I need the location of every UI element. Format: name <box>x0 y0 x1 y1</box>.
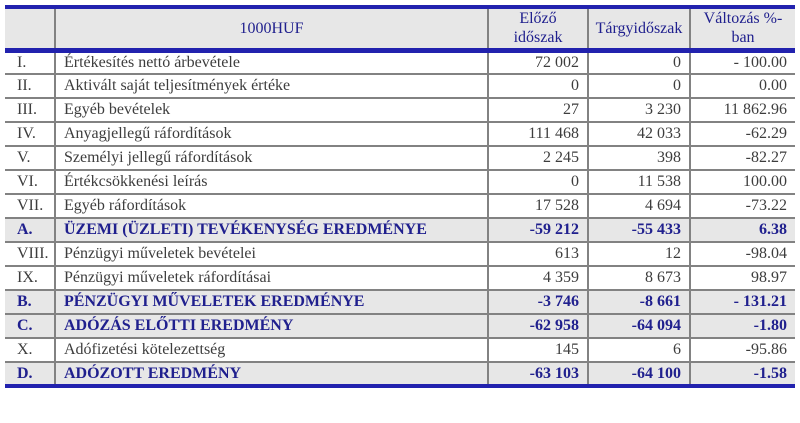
row-number-cell: A. <box>17 221 33 238</box>
income-statement-table: 1000HUF Előző időszak Tárgyidőszak Válto… <box>5 5 795 388</box>
change-percent-cell: - 131.21 <box>689 290 795 314</box>
unit-header-cell: 1000HUF <box>54 7 488 53</box>
total-row: D. ADÓZOTT EREDMÉNY -63 103 -64 100 -1.5… <box>5 362 795 386</box>
row-number-cell: III. <box>17 101 37 118</box>
row-number-cell: V. <box>17 149 31 166</box>
row-number-cell: IV. <box>17 125 36 142</box>
current-period-cell: -55 433 <box>587 218 690 242</box>
current-period-cell: 11 538 <box>587 170 690 194</box>
table-row: IX. Pénzügyi műveletek ráfordításai 4 35… <box>5 266 795 290</box>
prev-period-cell: 17 528 <box>487 194 588 218</box>
prev-period-cell: 145 <box>487 338 588 362</box>
row-number-cell: VIII. <box>17 245 49 262</box>
header-row: 1000HUF Előző időszak Tárgyidőszak Válto… <box>5 7 795 53</box>
table-row: VII. Egyéb ráfordítások 17 528 4 694 -73… <box>5 194 795 218</box>
row-label-cell: ADÓZÁS ELŐTTI EREDMÉNY <box>54 314 488 338</box>
current-period-cell: 6 <box>587 338 690 362</box>
row-label-cell: Pénzügyi műveletek ráfordításai <box>54 266 488 290</box>
current-period-cell: -64 094 <box>587 314 690 338</box>
col-header-previous-period: Előző időszak <box>487 7 588 53</box>
row-label-cell: PÉNZÜGYI MŰVELETEK EREDMÉNYE <box>54 290 488 314</box>
change-percent-cell: 11 862.96 <box>689 98 795 122</box>
current-period-cell: 8 673 <box>587 266 690 290</box>
current-period-cell: 398 <box>587 146 690 170</box>
current-period-cell: -8 661 <box>587 290 690 314</box>
row-label-cell: Személyi jellegű ráfordítások <box>54 146 488 170</box>
row-label-cell: Értékcsökkenési leírás <box>54 170 488 194</box>
change-percent-cell: -73.22 <box>689 194 795 218</box>
total-row: A. ÜZEMI (ÜZLETI) TEVÉKENYSÉG EREDMÉNYE … <box>5 218 795 242</box>
row-number-cell: X. <box>17 341 33 358</box>
current-period-cell: 42 033 <box>587 122 690 146</box>
table-row: I. Értékesítés nettó árbevétele 72 002 0… <box>5 50 795 74</box>
change-percent-cell: 98.97 <box>689 266 795 290</box>
prev-period-cell: 2 245 <box>487 146 588 170</box>
row-label-cell: Anyagjellegű ráfordítások <box>54 122 488 146</box>
row-number-cell: IX. <box>17 269 38 286</box>
table-row: III. Egyéb bevételek 27 3 230 11 862.96 <box>5 98 795 122</box>
table-row: VIII. Pénzügyi műveletek bevételei 613 1… <box>5 242 795 266</box>
prev-period-cell: 0 <box>487 74 588 98</box>
row-label-cell: Aktivált saját teljesítmények értéke <box>54 74 488 98</box>
total-row: C. ADÓZÁS ELŐTTI EREDMÉNY -62 958 -64 09… <box>5 314 795 338</box>
prev-period-cell: 72 002 <box>487 50 588 74</box>
current-period-cell: -64 100 <box>587 362 690 386</box>
row-label-cell: ÜZEMI (ÜZLETI) TEVÉKENYSÉG EREDMÉNYE <box>54 218 488 242</box>
change-percent-cell: -82.27 <box>689 146 795 170</box>
prev-period-cell: 613 <box>487 242 588 266</box>
row-label-cell: ADÓZOTT EREDMÉNY <box>54 362 488 386</box>
row-label-cell: Értékesítés nettó árbevétele <box>54 50 488 74</box>
prev-period-cell: 4 359 <box>487 266 588 290</box>
prev-period-cell: 27 <box>487 98 588 122</box>
row-label-cell: Egyéb ráfordítások <box>54 194 488 218</box>
row-label-cell: Egyéb bevételek <box>54 98 488 122</box>
change-percent-cell: - 100.00 <box>689 50 795 74</box>
current-period-cell: 0 <box>587 50 690 74</box>
change-percent-cell: 100.00 <box>689 170 795 194</box>
change-percent-cell: -95.86 <box>689 338 795 362</box>
prev-period-cell: -59 212 <box>487 218 588 242</box>
prev-period-cell: -62 958 <box>487 314 588 338</box>
change-percent-cell: -1.80 <box>689 314 795 338</box>
change-percent-cell: -1.58 <box>689 362 795 386</box>
row-label-cell: Pénzügyi műveletek bevételei <box>54 242 488 266</box>
header-empty-cell <box>5 7 55 53</box>
col-header-current-period: Tárgyidőszak <box>587 7 690 53</box>
change-percent-cell: -98.04 <box>689 242 795 266</box>
col-header-change-percent: Változás %-ban <box>689 7 795 53</box>
row-label-cell: Adófizetési kötelezettség <box>54 338 488 362</box>
current-period-cell: 4 694 <box>587 194 690 218</box>
current-period-cell: 0 <box>587 74 690 98</box>
row-number-cell: C. <box>17 317 33 334</box>
prev-period-cell: 111 468 <box>487 122 588 146</box>
row-number-cell: VI. <box>17 173 38 190</box>
change-percent-cell: 6.38 <box>689 218 795 242</box>
row-number-cell: D. <box>17 364 33 382</box>
table-row: V. Személyi jellegű ráfordítások 2 245 3… <box>5 146 795 170</box>
table-row: IV. Anyagjellegű ráfordítások 111 468 42… <box>5 122 795 146</box>
table-row: X. Adófizetési kötelezettség 145 6 -95.8… <box>5 338 795 362</box>
table-row: II. Aktivált saját teljesítmények értéke… <box>5 74 795 98</box>
report-page: 1000HUF Előző időszak Tárgyidőszak Válto… <box>5 5 795 388</box>
current-period-cell: 12 <box>587 242 690 266</box>
table-body: I. Értékesítés nettó árbevétele 72 002 0… <box>5 50 795 386</box>
prev-period-cell: 0 <box>487 170 588 194</box>
total-row: B. PÉNZÜGYI MŰVELETEK EREDMÉNYE -3 746 -… <box>5 290 795 314</box>
row-number-cell: B. <box>17 293 32 310</box>
row-number-cell: II. <box>17 77 32 94</box>
prev-period-cell: -3 746 <box>487 290 588 314</box>
row-number-cell: VII. <box>17 197 44 214</box>
row-number-cell: I. <box>17 53 27 71</box>
change-percent-cell: -62.29 <box>689 122 795 146</box>
prev-period-cell: -63 103 <box>487 362 588 386</box>
change-percent-cell: 0.00 <box>689 74 795 98</box>
table-row: VI. Értékcsökkenési leírás 0 11 538 100.… <box>5 170 795 194</box>
current-period-cell: 3 230 <box>587 98 690 122</box>
